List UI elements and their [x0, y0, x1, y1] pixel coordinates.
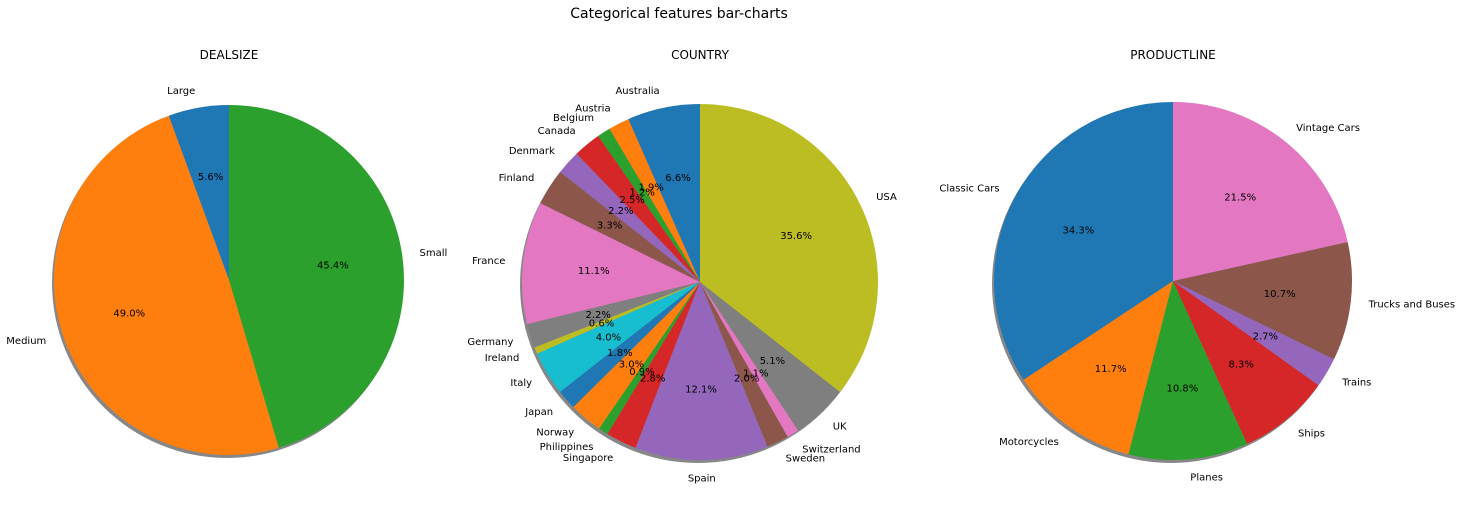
pie-slice-ireland — [534, 282, 700, 354]
slice-label-small: Small — [420, 248, 448, 259]
slice-label-belgium: Belgium — [553, 113, 594, 124]
chart-title: PRODUCTLINE — [1130, 48, 1216, 62]
pie-slice-austria — [609, 119, 700, 282]
slice-label-philippines: Philippines — [540, 442, 594, 453]
slice-label-motorcycles: Motorcycles — [999, 437, 1059, 448]
pie-slice-canada — [576, 136, 700, 282]
slice-label-norway: Norway — [536, 428, 574, 439]
slice-label-classic-cars: Classic Cars — [939, 183, 999, 194]
pie-slice-classic-cars — [994, 102, 1173, 380]
pie-slice-japan — [560, 282, 700, 408]
pie-slice-denmark — [560, 153, 700, 282]
pie-slice-switzerland — [700, 282, 799, 437]
slice-value-vintage-cars: 21.5% — [1224, 193, 1256, 204]
chart-title: COUNTRY — [671, 48, 729, 62]
slice-label-spain: Spain — [688, 473, 716, 484]
pie-slice-sweden — [700, 282, 788, 447]
slice-label-ships: Ships — [1298, 429, 1325, 440]
pie-slice-usa — [700, 104, 879, 392]
slice-value-denmark: 2.2% — [608, 206, 633, 217]
slice-label-italy: Italy — [510, 378, 532, 389]
slice-label-switzerland: Switzerland — [802, 444, 860, 455]
slice-value-japan: 1.8% — [607, 348, 632, 359]
slice-value-ireland: 0.6% — [589, 319, 614, 330]
slice-label-ireland: Ireland — [485, 353, 520, 364]
slice-label-trains: Trains — [1341, 377, 1371, 388]
slice-value-france: 11.1% — [578, 266, 610, 277]
slice-value-singapore: 2.8% — [640, 373, 665, 384]
slice-label-japan: Japan — [524, 407, 553, 418]
pie-slice-italy — [537, 282, 700, 392]
slice-value-spain: 12.1% — [685, 384, 717, 395]
figure-suptitle: Categorical features bar-charts — [570, 6, 788, 22]
slice-label-canada: Canada — [538, 126, 576, 137]
pie-slice-belgium — [598, 128, 700, 282]
slice-value-finland: 3.3% — [597, 221, 622, 232]
slice-label-finland: Finland — [499, 173, 535, 184]
pie-slice-trucks-and-buses — [1173, 241, 1352, 360]
slice-value-motorcycles: 11.7% — [1095, 364, 1127, 375]
pie-slice-australia — [628, 104, 700, 282]
pie-slice-uk — [700, 282, 840, 431]
slice-label-australia: Australia — [615, 86, 659, 97]
slice-value-ships: 8.3% — [1228, 360, 1253, 371]
pie-slice-planes — [1128, 281, 1248, 461]
pie-slice-ships — [1173, 281, 1319, 444]
slice-label-france: France — [472, 256, 505, 267]
slice-value-classic-cars: 34.3% — [1063, 226, 1095, 237]
slice-value-trucks-and-buses: 10.7% — [1264, 289, 1296, 300]
slice-value-medium: 49.0% — [113, 309, 145, 320]
pie-slice-norway — [573, 282, 700, 429]
chart-title: DEALSIZE — [200, 48, 259, 62]
slice-value-norway: 3.0% — [619, 359, 644, 370]
pie-chart-dealsize: DEALSIZE Large 5.6% Medium 49.0% Small 45.4% — [6, 48, 447, 458]
pie-slice-france — [522, 203, 700, 325]
slice-value-australia: 6.6% — [665, 173, 690, 184]
slice-value-trains: 2.7% — [1253, 332, 1278, 343]
slice-value-usa: 35.6% — [780, 231, 812, 242]
slice-label-vintage-cars: Vintage Cars — [1296, 123, 1360, 134]
pie-chart-productline: PRODUCTLINE Classic Cars 34.3% Motorcycles… — [939, 48, 1455, 484]
slice-label-planes: Planes — [1190, 473, 1223, 484]
slice-value-austria: 1.9% — [638, 183, 663, 194]
pie-slice-vintage-cars — [1173, 102, 1348, 281]
pie-slice-motorcycles — [1023, 281, 1173, 455]
slice-label-germany: Germany — [467, 337, 513, 348]
pie-slice-germany — [527, 282, 700, 348]
slice-value-sweden: 2.0% — [734, 374, 759, 385]
pie-slice-trains — [1173, 281, 1334, 386]
pie-chart-country: COUNTRY Australia 6.6% Austria 1.9% Belgium 1… — [467, 48, 897, 484]
pie-slice-singapore — [607, 282, 700, 448]
slice-value-uk: 5.1% — [760, 356, 785, 367]
slice-label-singapore: Singapore — [563, 453, 613, 464]
slice-label-austria: Austria — [575, 103, 610, 114]
pie-slice-philippines — [599, 282, 700, 435]
slice-value-germany: 2.2% — [585, 310, 610, 321]
slice-label-medium: Medium — [6, 336, 46, 347]
slice-label-usa: USA — [876, 192, 897, 203]
slice-value-small: 45.4% — [317, 260, 349, 271]
slice-value-belgium: 1.2% — [629, 188, 654, 199]
pie-slice-small — [229, 105, 404, 448]
slice-value-canada: 2.5% — [619, 195, 644, 206]
pie-slice-large — [168, 105, 229, 280]
slice-value-italy: 4.0% — [596, 332, 621, 343]
slice-value-philippines: 0.9% — [629, 367, 654, 378]
slice-label-trucks-and-buses: Trucks and Buses — [1368, 299, 1456, 310]
slice-label-large: Large — [167, 86, 195, 97]
slice-value-large: 5.6% — [198, 172, 223, 183]
pie-slice-spain — [635, 282, 768, 460]
pie-slice-finland — [540, 172, 700, 282]
pie-slice-medium — [54, 115, 279, 455]
slice-label-sweden: Sweden — [786, 454, 826, 465]
slice-value-planes: 10.8% — [1167, 384, 1199, 395]
slice-label-denmark: Denmark — [509, 146, 555, 157]
slice-label-uk: UK — [833, 422, 847, 433]
slice-value-switzerland: 1.1% — [743, 369, 768, 380]
